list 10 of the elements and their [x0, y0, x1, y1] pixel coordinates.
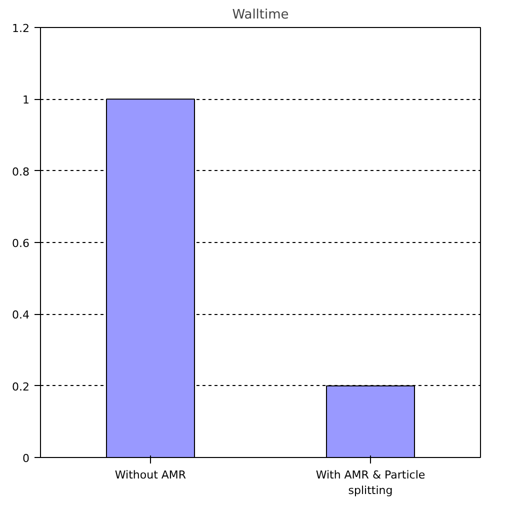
chart-title: Walltime: [232, 8, 289, 22]
x-tick-label: Without AMR: [114, 468, 186, 482]
y-tick-label: 0.4: [12, 308, 30, 322]
y-tick-label: 0.8: [12, 165, 30, 178]
y-tick-label: 0: [22, 452, 30, 465]
y-tick-label: 0.2: [12, 380, 30, 394]
y-tick-label: 0.6: [12, 237, 30, 250]
x-tick-label: With AMR & Particle splitting: [316, 468, 426, 498]
y-tick-label: 1: [22, 94, 30, 107]
y-tick-label: 1.2: [12, 22, 30, 35]
